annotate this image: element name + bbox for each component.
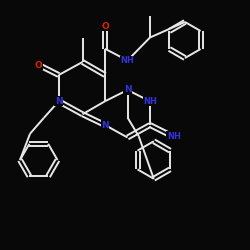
Text: NH: NH xyxy=(143,97,157,106)
Text: NH: NH xyxy=(167,132,181,141)
Text: NH: NH xyxy=(120,56,134,65)
Text: N: N xyxy=(101,120,109,130)
Text: N: N xyxy=(55,97,62,106)
Text: O: O xyxy=(35,60,42,70)
Text: N: N xyxy=(124,86,131,94)
Text: O: O xyxy=(101,22,109,31)
